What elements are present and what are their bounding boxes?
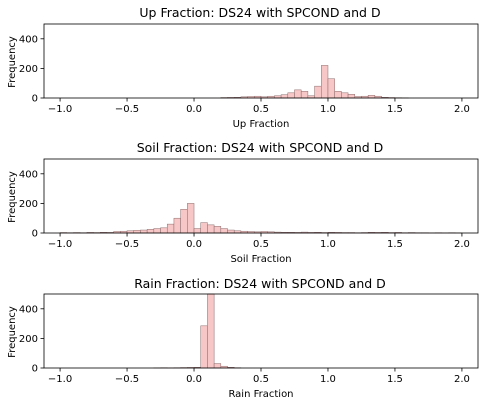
histogram-bar [294,89,302,99]
x-tick-label: 1.5 [387,239,403,250]
up-fraction-bars [220,65,409,99]
histogram-bar [280,94,289,99]
x-tick-label: −0.5 [115,104,139,115]
rain-fraction-ticks: −1.0 −0.5 0.0 0.5 1.0 1.5 2.0 0 200 400 [19,304,470,385]
x-tick-label: 1.5 [387,104,403,115]
histogram-bar [146,229,155,234]
y-tick-label: 200 [19,199,38,210]
x-tick-label: 0.0 [186,104,202,115]
rain-fraction-bars [153,293,242,369]
up-fraction-ylabel: Frequency [7,36,18,88]
soil-fraction-panel: Soil Fraction: DS24 with SPCOND and D Fr… [7,140,479,265]
x-tick-label: 2.0 [454,104,470,115]
up-fraction-title: Up Fraction: DS24 with SPCOND and D [139,5,380,20]
histogram-bar [213,363,222,369]
up-fraction-panel: Up Fraction: DS24 with SPCOND and D Freq… [7,5,479,130]
histogram-bar [341,92,349,99]
x-tick-label: 1.5 [387,374,403,385]
x-tick-label: −0.5 [115,374,139,385]
soil-fraction-xlabel: Soil Fraction [230,254,291,265]
histogram-bar [153,228,161,234]
rain-fraction-panel: Rain Fraction: DS24 with SPCOND and D Fr… [7,276,479,400]
histogram-bar [200,325,208,369]
x-tick-label: −1.0 [48,374,72,385]
x-tick-label: 1.0 [320,374,336,385]
soil-fraction-ylabel: Frequency [7,171,18,223]
histogram-bar [220,228,228,234]
x-tick-label: 1.0 [320,104,336,115]
y-tick-label: 0 [32,229,38,240]
x-tick-label: 0.0 [186,374,202,385]
y-tick-label: 400 [19,304,38,315]
soil-fraction-frame [43,158,479,234]
histogram-bar [327,78,335,99]
histogram-bar [140,229,148,234]
rain-fraction-ylabel: Frequency [7,306,18,358]
histogram-bar [207,224,215,234]
histogram-bar [160,227,168,234]
x-tick-label: −1.0 [48,239,72,250]
x-tick-label: 1.0 [320,239,336,250]
x-tick-label: 2.0 [454,239,470,250]
histogram-bar [287,92,295,99]
x-tick-label: 0.0 [186,239,202,250]
rain-fraction-title: Rain Fraction: DS24 with SPCOND and D [134,276,386,291]
histogram-bar [193,228,201,234]
histogram-bar [314,85,322,99]
soil-fraction-bars [59,203,463,234]
x-tick-label: −0.5 [115,239,139,250]
rain-fraction-frame [43,293,479,369]
y-tick-label: 400 [19,34,38,45]
histogram-bar [227,229,235,234]
x-tick-label: 0.5 [253,104,269,115]
x-tick-label: 0.5 [253,374,269,385]
soil-fraction-title: Soil Fraction: DS24 with SPCOND and D [137,140,384,155]
up-fraction-ticks: −1.0 −0.5 0.0 0.5 1.0 1.5 2.0 0 200 400 [19,34,470,115]
histogram-bar [180,209,188,234]
soil-fraction-ticks: −1.0 −0.5 0.0 0.5 1.0 1.5 2.0 0 200 400 [19,169,470,250]
x-tick-label: 0.5 [253,239,269,250]
histogram-bar [200,222,208,234]
y-tick-label: 0 [32,364,38,375]
histogram-bar [347,94,356,99]
histogram-bar [321,65,329,99]
up-fraction-xlabel: Up Fraction [233,119,290,130]
y-tick-label: 200 [19,64,38,75]
histogram-bar [166,223,175,234]
y-tick-label: 200 [19,334,38,345]
histogram-bar [334,91,342,99]
histogram-bar [173,217,181,234]
histogram-bar [207,293,215,369]
up-fraction-frame [43,23,479,99]
histogram-bar [300,91,309,99]
x-tick-label: 2.0 [454,374,470,385]
histogram-bar [187,203,195,234]
y-tick-label: 400 [19,169,38,180]
rain-fraction-xlabel: Rain Fraction [228,389,293,400]
y-tick-label: 0 [32,94,38,105]
histogram-bar [213,226,222,234]
x-tick-label: −1.0 [48,104,72,115]
